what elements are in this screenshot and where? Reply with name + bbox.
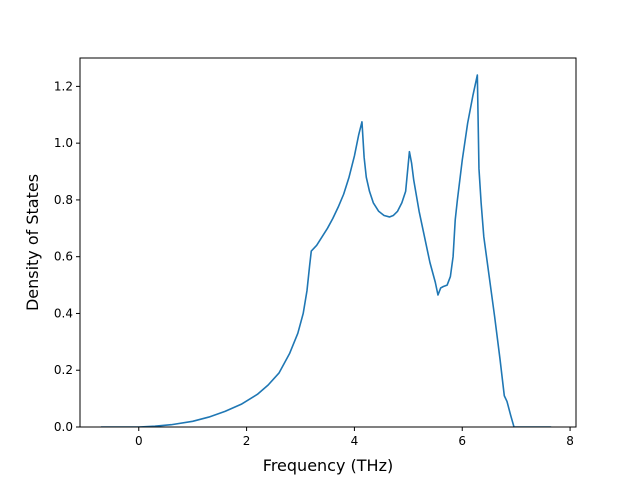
x-tick-label: 6 [458,434,466,448]
y-tick-label: 0.6 [54,250,73,264]
y-tick-label: 0.8 [54,193,73,207]
y-tick-label: 0.2 [54,363,73,377]
x-tick-label: 2 [243,434,251,448]
y-tick-label: 0.0 [54,420,73,434]
x-tick-label: 0 [135,434,143,448]
y-tick-label: 1.2 [54,79,73,93]
dos-series-line-0 [101,74,552,427]
x-tick-label: 8 [566,434,574,448]
x-tick-label: 4 [351,434,359,448]
y-axis-label: Density of States [23,174,42,311]
x-axis-label: Frequency (THz) [263,456,393,475]
y-tick-label: 0.4 [54,306,73,320]
plot-frame [79,57,577,428]
y-tick-label: 1.0 [54,136,73,150]
